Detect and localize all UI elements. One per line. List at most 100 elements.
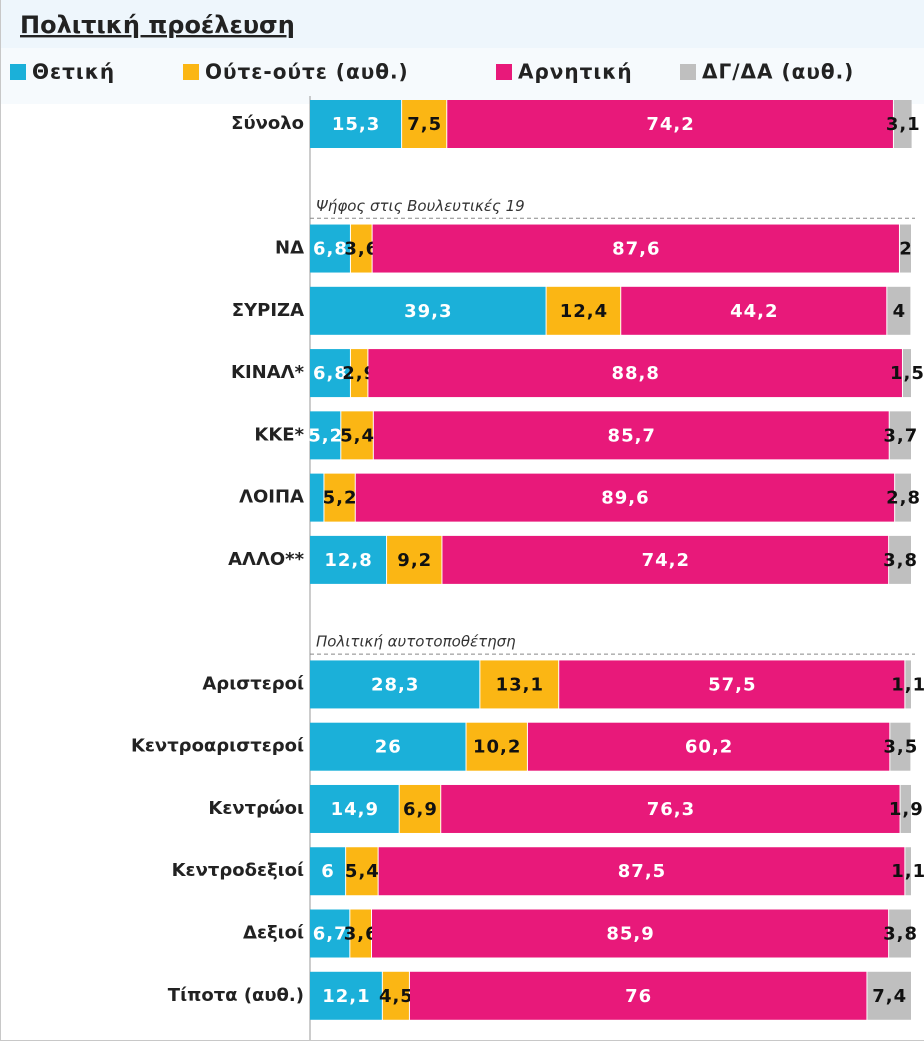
group-label: Ψήφος στις Βουλευτικές 19: [316, 197, 525, 215]
bar-segment: [368, 349, 902, 398]
value-label: 60,2: [685, 737, 733, 758]
bar-segment: [447, 100, 893, 148]
bar-segment: [355, 473, 895, 522]
bar-segment: [889, 535, 911, 584]
value-label: 74,2: [642, 550, 690, 571]
bar-segment: [480, 660, 559, 709]
category-label: Αριστεροί: [202, 673, 304, 694]
value-label: 3,8: [883, 924, 918, 945]
bar-segment: [324, 473, 355, 522]
legend-label: Ούτε-ούτε (αυθ.): [205, 60, 409, 84]
value-label: 5,2: [308, 425, 343, 446]
bar-segment: [559, 660, 905, 709]
value-label: 7,4: [872, 986, 907, 1007]
value-label: 15,3: [332, 114, 380, 135]
value-label: 13,1: [496, 674, 544, 695]
bar-segment: [899, 224, 911, 273]
category-label: Κεντροαριστεροί: [131, 736, 304, 757]
value-label: 2,8: [886, 488, 921, 509]
value-label: 6,8: [313, 363, 348, 384]
bar-segment: [373, 411, 889, 460]
bar-segment: [887, 286, 911, 335]
category-label: Κεντροδεξιοί: [172, 860, 304, 881]
bar-segment: [310, 784, 399, 833]
value-label: 3,7: [883, 425, 918, 446]
value-label: 85,7: [608, 425, 656, 446]
category-label: ΝΔ: [275, 238, 304, 259]
bar-segment: [378, 847, 905, 896]
bar-segment: [527, 722, 890, 771]
value-label: 3,6: [344, 924, 379, 945]
bar-segment: [372, 224, 899, 273]
value-label: 6,8: [313, 239, 348, 260]
legend-swatch: [10, 64, 26, 80]
value-label: 87,6: [612, 239, 660, 260]
bar-segment: [441, 784, 900, 833]
category-label: Κεντρώοι: [208, 798, 304, 819]
value-label: 1,9: [889, 799, 924, 820]
value-label: 6,7: [313, 924, 348, 945]
legend-label: Θετική: [32, 60, 115, 84]
value-label: 6,9: [403, 799, 438, 820]
bar-segment: [310, 473, 324, 522]
bar-segment: [382, 971, 409, 1020]
value-label: 6: [321, 861, 335, 882]
value-label: 76,3: [647, 799, 695, 820]
legend-swatch: [183, 64, 199, 80]
value-label: 9,2: [397, 550, 432, 571]
category-label: ΚΚΕ*: [254, 424, 304, 445]
value-label: 3,8: [883, 550, 918, 571]
value-label: 12,8: [324, 550, 372, 571]
bar-segment: [902, 349, 911, 398]
value-label: 88,8: [611, 363, 659, 384]
value-label: 39,3: [404, 301, 452, 322]
value-label: 74,2: [646, 114, 694, 135]
value-label: 1,5: [890, 363, 924, 384]
chart-title: Πολιτική προέλευση: [20, 11, 295, 39]
category-label: ΣΥΡΙΖΑ: [232, 300, 304, 321]
value-label: 7,5: [407, 114, 442, 135]
category-label: Τίποτα (αυθ.): [168, 985, 304, 1006]
value-label: 2,9: [342, 363, 377, 384]
bar-segment: [350, 909, 372, 958]
legend-band: [0, 48, 924, 104]
bar-segment: [402, 100, 447, 148]
bar-segment: [350, 349, 368, 398]
value-label: 89,6: [601, 488, 649, 509]
bar-segment: [867, 971, 911, 1020]
bar-segment: [310, 535, 387, 584]
value-label: 5,4: [345, 861, 380, 882]
value-label: 14,9: [331, 799, 379, 820]
legend-label: Αρνητική: [518, 60, 633, 84]
header-band: [0, 0, 924, 48]
bar-segment: [372, 909, 889, 958]
value-label: 3,5: [883, 737, 918, 758]
bar-segment: [387, 535, 442, 584]
legend-swatch: [496, 64, 512, 80]
bar-segment: [546, 286, 621, 335]
value-label: 3,6: [344, 239, 379, 260]
bar-segment: [890, 722, 911, 771]
bar-segment: [310, 971, 382, 1020]
category-label: ΛΟΙΠΑ: [239, 487, 304, 508]
value-label: 5,2: [323, 488, 358, 509]
value-label: 28,3: [371, 674, 419, 695]
category-label: ΑΛΛΟ**: [228, 549, 305, 570]
value-label: 1,1: [891, 674, 924, 695]
bar-segment: [310, 660, 480, 709]
value-label: 57,5: [708, 674, 756, 695]
bar-segment: [346, 847, 378, 896]
bar-segment: [409, 971, 867, 1020]
value-label: 5,4: [340, 425, 375, 446]
bar-segment: [310, 847, 346, 896]
bar-segment: [341, 411, 373, 460]
value-label: 2: [899, 239, 913, 260]
bar-segment: [905, 660, 911, 709]
bar-segment: [900, 784, 911, 833]
bar-segment: [895, 473, 911, 522]
bar-segment: [310, 411, 341, 460]
bar-segment: [466, 722, 527, 771]
bar-segment: [310, 286, 546, 335]
value-label: 1,1: [891, 861, 924, 882]
